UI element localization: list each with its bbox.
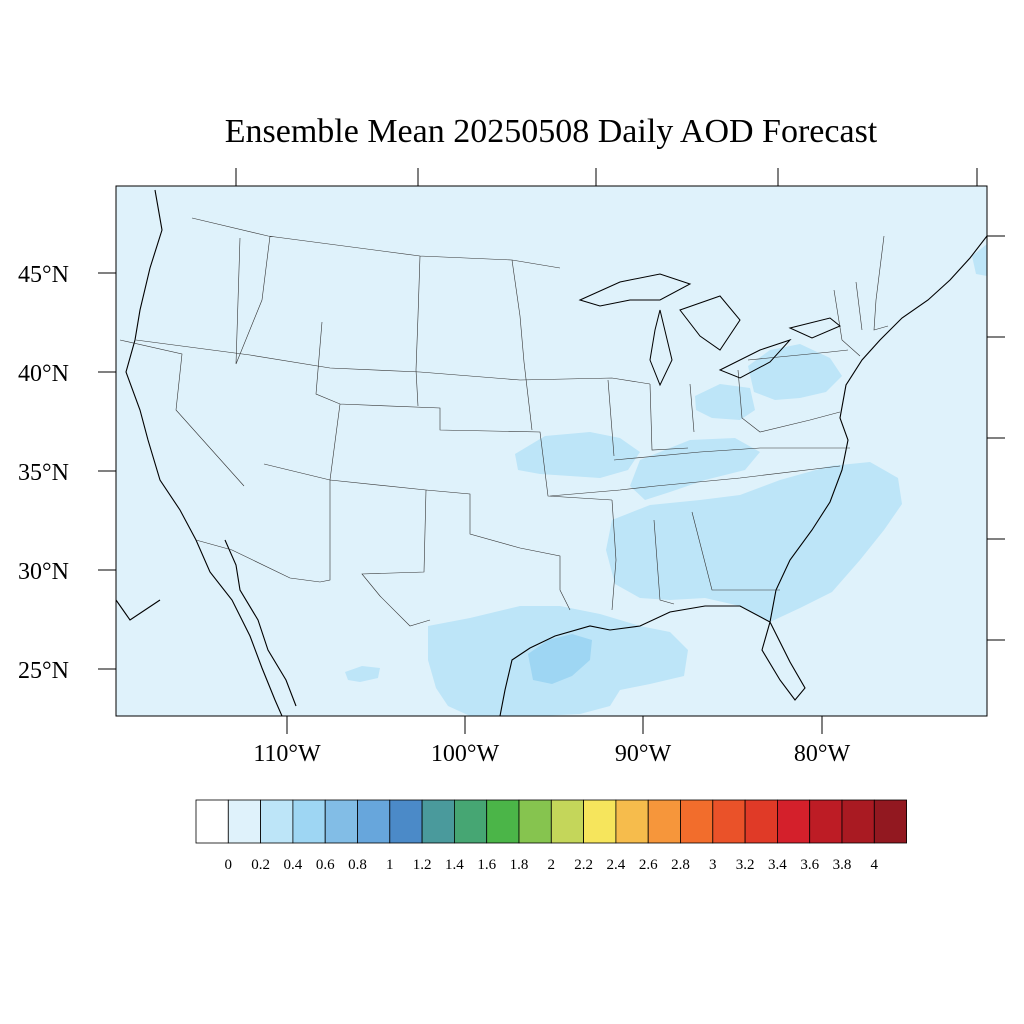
lon-label-90w: 90°W [615,741,672,767]
state-lines [119,217,889,627]
lat-label-35n: 35°N [18,460,69,486]
colorbar-tick-label: 2.4 [607,857,626,873]
left-tick-marks [98,272,116,670]
colorbar-tick-label: 3.4 [768,857,787,873]
longitude-labels: 110°W 100°W 90°W 80°W [253,741,850,767]
colorbar-tick-label: 1.4 [445,857,464,873]
colorbar-swatch [647,799,681,844]
bottom-tick-marks [286,716,823,734]
colorbar-swatch [809,799,843,844]
colorbar-swatch [357,799,391,844]
right-tick-marks [987,235,1005,641]
lat-label-30n: 30°N [18,559,69,585]
latitude-labels: 45°N 40°N 35°N 30°N 25°N [18,262,69,684]
colorbar-swatch [453,799,488,844]
colorbar-tick-label: 1.2 [413,857,432,873]
colorbar-swatch [680,799,714,844]
aod-area-southeast [606,462,902,622]
colorbar-swatch [486,799,520,844]
colorbar-swatch [324,799,358,844]
colorbar-tick-label: 0.8 [348,857,367,873]
aod-area-texas-louisiana-offshore [528,634,592,684]
colorbar-tick-label: 0 [225,857,233,873]
colorbar [195,799,907,844]
colorbar-tick-label: 4 [871,857,879,873]
colorbar-labels: 0 0.2 0.4 0.6 0.8 1 1.2 1.4 1.6 1.8 2 2.2 2.4 2.6 2.8 3… [225,857,879,873]
colorbar-tick-label: 1.6 [477,857,496,873]
aod-area-arkansas [515,432,640,478]
colorbar-swatch [195,799,229,844]
colorbar-tick-label: 1 [386,857,394,873]
colorbar-tick-label: 3.6 [800,857,819,873]
colorbar-swatch [744,799,778,844]
colorbar-tick-label: 2.2 [574,857,593,873]
colorbar-swatch [421,799,455,844]
top-tick-marks [235,168,978,186]
map-title: Ensemble Mean 20250508 Daily AOD Forecas… [225,113,878,150]
lat-label-40n: 40°N [18,361,69,387]
colorbar-tick-label: 2.8 [671,857,690,873]
colorbar-tick-label: 0.2 [251,857,270,873]
colorbar-tick-label: 3.2 [736,857,755,873]
lon-label-100w: 100°W [431,741,500,767]
colorbar-tick-label: 3.8 [833,857,852,873]
us-coastline [116,189,987,716]
colorbar-tick-label: 3 [709,857,717,873]
colorbar-swatch [712,799,746,844]
colorbar-swatch [550,799,584,844]
colorbar-tick-label: 0.6 [316,857,335,873]
colorbar-tick-label: 2 [548,857,556,873]
colorbar-swatch [873,799,907,844]
colorbar-tick-label: 2.6 [639,857,658,873]
aod-area-maine-edge [972,244,987,276]
aod-shading [345,244,987,716]
aod-area-mexico-small [345,666,380,682]
lon-label-110w: 110°W [253,741,321,767]
lat-label-25n: 25°N [18,658,69,684]
colorbar-tick-label: 1.8 [510,857,529,873]
colorbar-swatch [292,799,326,844]
lon-label-80w: 80°W [794,741,851,767]
aod-area-tennessee [630,438,760,500]
great-lakes [578,273,841,387]
map-boundaries [116,189,987,716]
colorbar-swatch [227,799,262,844]
colorbar-swatch [841,799,875,844]
colorbar-swatch [583,799,617,844]
colorbar-swatch [615,799,649,844]
colorbar-swatch [260,799,294,844]
colorbar-swatch [777,799,811,844]
colorbar-swatch [389,799,423,844]
lat-label-45n: 45°N [18,262,69,288]
map-panel: 45°N 40°N 35°N 30°N 25°N 110°W 100°W 90°… [18,168,1005,767]
map-frame [115,185,988,717]
colorbar-tick-label: 0.4 [284,857,303,873]
colorbar-swatch [518,799,552,844]
